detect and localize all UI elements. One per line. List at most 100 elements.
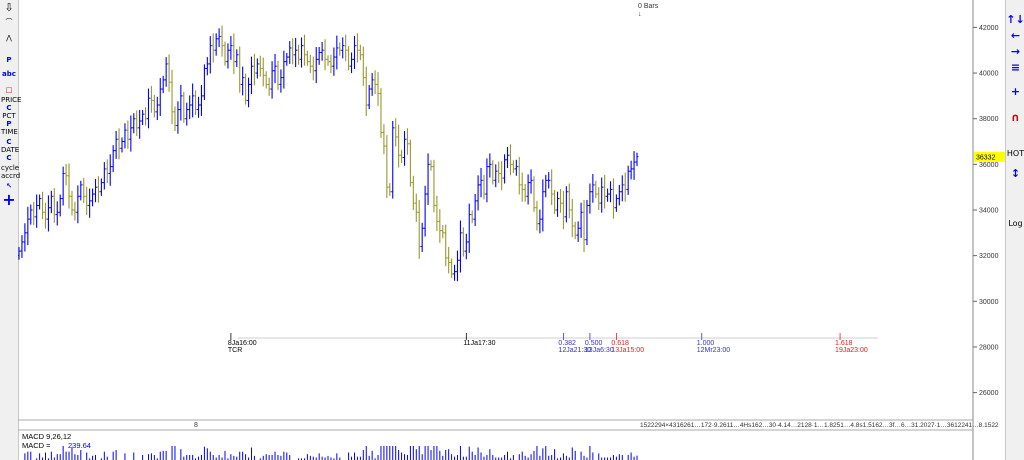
y-axis: 26000 28000 30000 32000 34000 36000 38000 40000… xyxy=(972,0,1005,460)
price-bar xyxy=(411,175,415,210)
price-bar xyxy=(120,137,124,153)
price-bar xyxy=(255,58,259,79)
date-tool[interactable]: DATE xyxy=(1,146,20,154)
price-bar xyxy=(123,123,127,149)
pct-tool[interactable]: PCT xyxy=(2,112,16,120)
time-tool[interactable]: TIME xyxy=(1,128,18,136)
text-tool-icon[interactable]: abc xyxy=(2,70,16,78)
price-bar xyxy=(441,225,445,239)
price-bar xyxy=(635,152,639,167)
bars-annotation: 0 Bars ↓ xyxy=(638,3,659,18)
price-bar xyxy=(506,147,510,168)
price-bar xyxy=(370,73,374,96)
price-bar xyxy=(46,195,50,232)
price-bar xyxy=(300,37,304,68)
price-bar xyxy=(350,52,354,74)
price-bar xyxy=(191,83,195,118)
svg-text:0.382: 0.382 xyxy=(558,340,576,347)
price-bar xyxy=(623,172,627,202)
price-bar xyxy=(494,164,498,188)
svg-text:0.500: 0.500 xyxy=(585,340,603,347)
price-bar xyxy=(270,61,274,99)
price-bar xyxy=(632,151,636,180)
price-bar xyxy=(247,77,251,108)
price-bar xyxy=(261,57,265,87)
accrd-tool[interactable]: accrd xyxy=(1,172,21,180)
zoom-in-icon[interactable]: + xyxy=(1010,85,1021,98)
price-c-icon[interactable]: C xyxy=(6,104,12,112)
price-bar xyxy=(70,190,74,216)
price-bar xyxy=(55,201,59,226)
y-tick-label: 42000 xyxy=(979,25,999,32)
price-bar xyxy=(388,183,392,196)
price-bar xyxy=(564,186,568,223)
pitchfork-icon[interactable]: P xyxy=(6,56,12,64)
price-bar xyxy=(467,203,471,253)
price-bar xyxy=(382,124,386,155)
crosshair-icon[interactable]: + xyxy=(2,190,16,209)
price-bar xyxy=(267,77,271,96)
macd-value-label: MACD = xyxy=(22,441,51,450)
macd-title: MACD 9,26,12 xyxy=(22,432,71,441)
price-tool[interactable]: PRICE xyxy=(1,96,22,104)
price-bar xyxy=(553,189,557,215)
price-bar xyxy=(582,199,586,252)
price-bar xyxy=(18,246,21,260)
rectangle-tool-icon[interactable]: □ xyxy=(5,86,13,94)
price-bar xyxy=(235,49,239,68)
log-scale-toggle[interactable]: Log xyxy=(1008,219,1023,228)
price-bar xyxy=(79,180,83,201)
price-bar xyxy=(138,110,142,139)
price-bar xyxy=(620,175,624,202)
price-bar xyxy=(305,50,309,66)
price-bar xyxy=(197,96,201,118)
price-bar xyxy=(405,128,409,155)
magnet-icon[interactable]: ∩ xyxy=(1011,111,1020,124)
date-c-icon[interactable]: C xyxy=(6,154,12,162)
price-bar xyxy=(297,44,301,65)
price-bar xyxy=(232,33,236,74)
price-bar xyxy=(41,191,45,220)
price-bar xyxy=(511,160,515,174)
svg-text:1.000: 1.000 xyxy=(697,340,715,347)
price-bar xyxy=(544,174,548,198)
save-icon[interactable]: ⇩ xyxy=(4,1,14,14)
current-price-label: 36332 xyxy=(974,151,1005,162)
price-bar xyxy=(311,56,315,81)
macd-panel: MACD 9,26,12 MACD = 239.64 xyxy=(22,432,638,460)
price-bar xyxy=(226,43,230,69)
price-bar xyxy=(591,173,595,203)
bars-icon[interactable]: ≡ xyxy=(1010,61,1021,74)
price-bar xyxy=(117,128,121,160)
price-bar xyxy=(320,42,324,61)
wave-tool-icon[interactable]: ⋀ xyxy=(6,34,12,42)
time-c-icon[interactable]: C xyxy=(6,138,12,146)
hot-icon[interactable]: HOT xyxy=(1006,149,1024,158)
pointer-icon[interactable]: ↖ xyxy=(6,182,12,190)
price-bar xyxy=(461,227,465,257)
curve-tool-icon[interactable]: ⌒ xyxy=(5,18,13,26)
expand-icon[interactable]: ↕ xyxy=(1010,167,1021,180)
arrow-left-icon[interactable]: ← xyxy=(1010,29,1021,42)
price-bar xyxy=(561,190,565,230)
cycle-tool[interactable]: cycle xyxy=(1,164,20,172)
pct-p-icon[interactable]: P xyxy=(6,120,12,128)
scale-updown-icon[interactable]: ↑↓ xyxy=(1006,13,1024,26)
svg-text:0.618: 0.618 xyxy=(611,340,629,347)
price-bar xyxy=(279,69,283,93)
price-bar xyxy=(208,36,212,74)
svg-text:1.618: 1.618 xyxy=(835,340,853,347)
arrow-right-icon[interactable]: → xyxy=(1010,45,1021,58)
price-bar xyxy=(199,84,203,116)
price-bar xyxy=(61,166,65,206)
price-bar xyxy=(135,110,139,137)
price-bar xyxy=(503,154,507,184)
price-bar xyxy=(182,91,186,123)
svg-text:8Ja16:00: 8Ja16:00 xyxy=(228,340,257,347)
price-bar xyxy=(96,176,100,203)
price-bar xyxy=(508,144,512,176)
price-bar xyxy=(211,33,215,63)
